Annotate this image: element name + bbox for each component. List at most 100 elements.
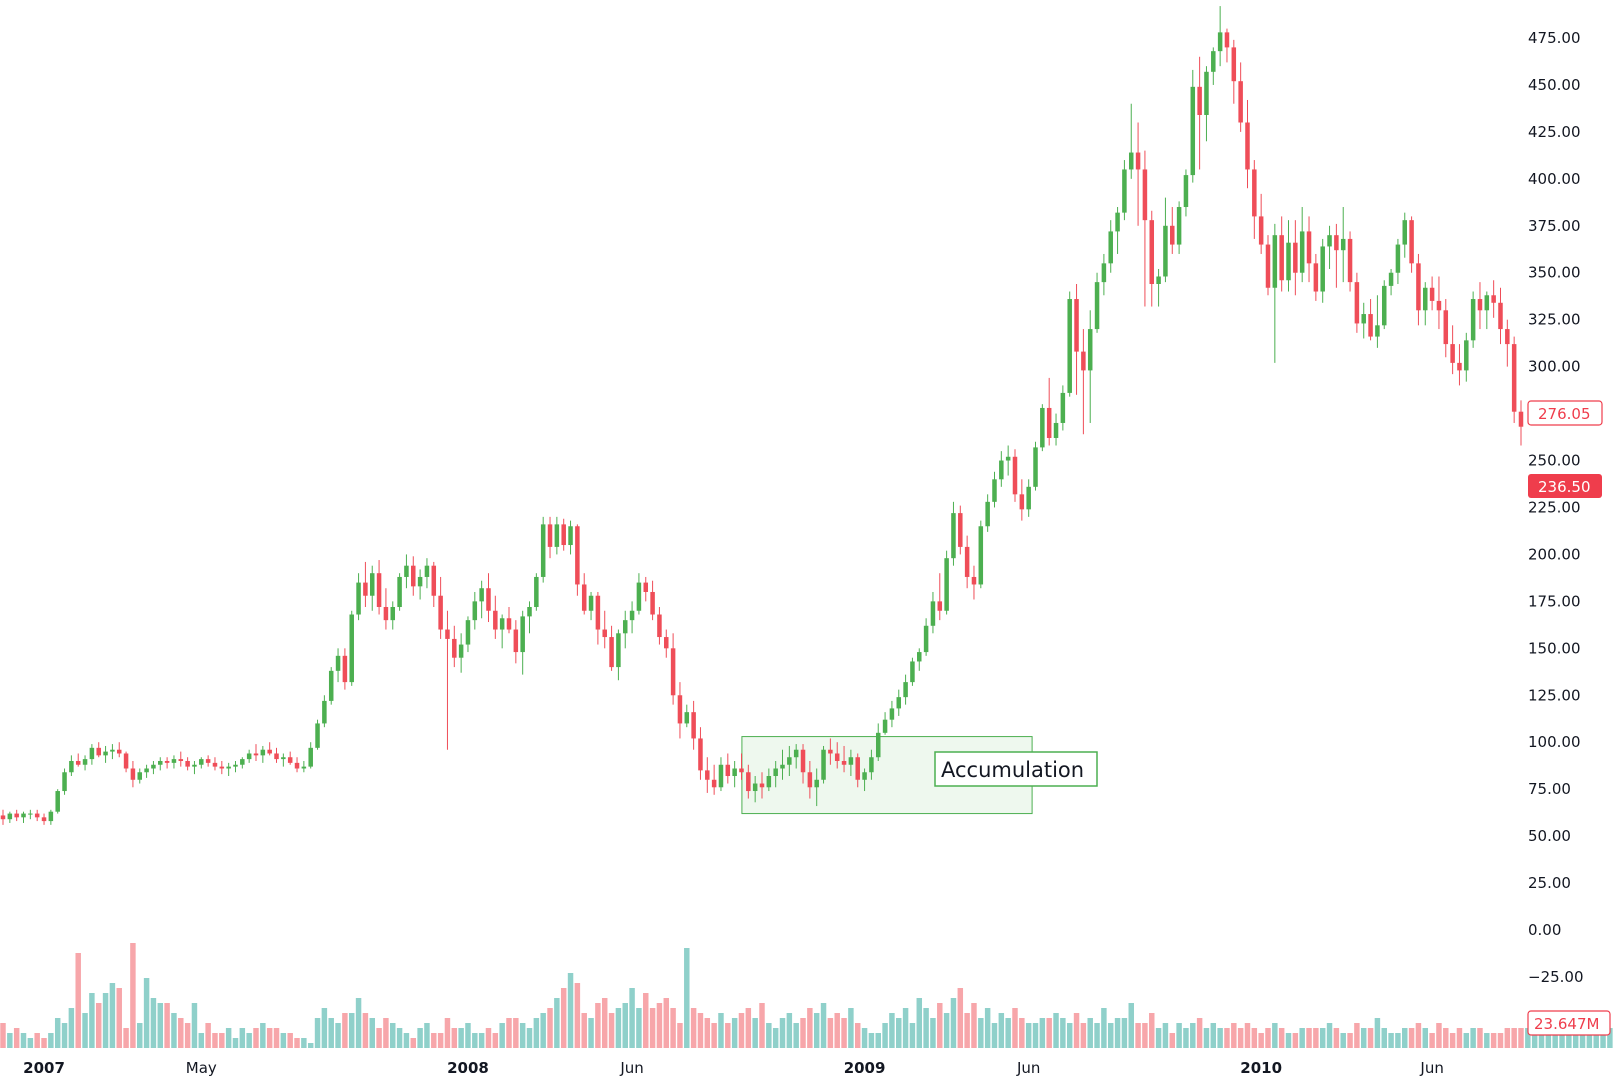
candle-body (253, 753, 259, 756)
volume-bar (1402, 1028, 1408, 1048)
candle (1375, 295, 1380, 348)
candle-body (199, 759, 204, 765)
volume-bar (1525, 1028, 1531, 1048)
candle (1443, 299, 1449, 358)
candle (438, 576, 443, 639)
volume-bar (704, 1018, 711, 1048)
candle (1402, 212, 1408, 258)
volume-bar (157, 1003, 164, 1048)
volume-bar (601, 998, 608, 1048)
close-price-badge-box (1527, 400, 1603, 426)
candle-body (158, 760, 163, 765)
volume-bar (1408, 1028, 1415, 1048)
price-axis[interactable]: 475.00 450.00 425.00 400.00 375.00 350.00 325.… (1528, 29, 1584, 986)
candle-body (1375, 325, 1380, 337)
volume-bar (335, 1023, 341, 1048)
volume-bar (1101, 1008, 1107, 1048)
candle (445, 610, 450, 750)
candle-body (369, 573, 375, 596)
volume-bar (492, 1033, 499, 1048)
candle (978, 520, 984, 589)
candle (260, 745, 266, 763)
volume-bar (1046, 1018, 1052, 1048)
candle (424, 558, 430, 589)
volume-bar (1518, 1028, 1524, 1048)
volume-bar (82, 1013, 88, 1048)
volume-bar (1080, 1023, 1087, 1048)
candle-body (1224, 32, 1230, 48)
candle (1087, 310, 1093, 423)
volume-bar (957, 988, 964, 1048)
volume-bar (478, 1033, 485, 1048)
candle-body (315, 723, 320, 748)
candle-body (1122, 169, 1127, 213)
candle-body (670, 648, 676, 696)
candle-body (971, 576, 977, 585)
time-axis[interactable]: 2007May2008Jun2009Jun2010Jun2011 (23, 1059, 1614, 1077)
candle-body (1340, 238, 1346, 251)
volume-bar (1142, 1023, 1148, 1048)
candle-body (240, 759, 245, 765)
candle-body (1347, 238, 1353, 283)
candle-body (636, 582, 642, 611)
volume-bar (567, 973, 574, 1048)
candle-body (828, 749, 833, 754)
candle-body (1464, 340, 1469, 371)
volume-bar (34, 1033, 40, 1048)
candle-body (595, 595, 601, 630)
candle (205, 755, 211, 767)
candle-body (725, 764, 731, 777)
volume-bar (1299, 1028, 1305, 1048)
candle (281, 753, 286, 767)
volume-bar (1381, 1028, 1387, 1048)
candle (383, 588, 389, 630)
candle (664, 629, 669, 658)
candle-body (1402, 220, 1408, 245)
volume-bar (526, 1028, 533, 1048)
volume-bar (978, 1018, 984, 1048)
accumulation-label-box (934, 751, 1098, 787)
price-axis-label: 475.00 (1528, 29, 1581, 47)
volume-bar (48, 1033, 54, 1048)
candle (800, 744, 806, 784)
volume-bar (848, 1008, 854, 1048)
volume-bar (266, 1028, 273, 1048)
volume-bar (1586, 1033, 1593, 1048)
candle (199, 757, 204, 769)
accumulation-label[interactable]: Accumulation (934, 751, 1098, 787)
candle-body (575, 526, 580, 585)
volume-bar (923, 1008, 929, 1048)
candle (246, 749, 252, 763)
volume-bar (191, 1003, 198, 1048)
candle-body (438, 595, 443, 630)
candle (1491, 280, 1496, 318)
candle-body (985, 501, 990, 527)
candle (821, 745, 826, 784)
volume-bar (1114, 1018, 1121, 1048)
volume-bar (1265, 1028, 1271, 1048)
candle-body (28, 813, 33, 815)
candle (41, 813, 47, 825)
volume-bar (13, 1028, 20, 1048)
candle-body (1511, 344, 1517, 412)
candle (1381, 280, 1387, 330)
candle (48, 809, 54, 825)
candle (971, 565, 977, 600)
candle (1320, 238, 1325, 303)
candle-body (1053, 422, 1059, 438)
candle-body (923, 625, 929, 653)
candle (705, 757, 710, 793)
candle-body (1094, 282, 1100, 330)
price-axis-label: 225.00 (1528, 498, 1581, 516)
candle-body (1320, 246, 1325, 292)
candle-body (1498, 302, 1503, 330)
candle-body (1231, 47, 1237, 82)
candle (465, 616, 471, 653)
candle-body (21, 813, 26, 818)
candle (1245, 99, 1250, 189)
candle (1019, 479, 1025, 521)
volume-bar (1025, 1023, 1032, 1048)
volume-bar (615, 1008, 622, 1048)
